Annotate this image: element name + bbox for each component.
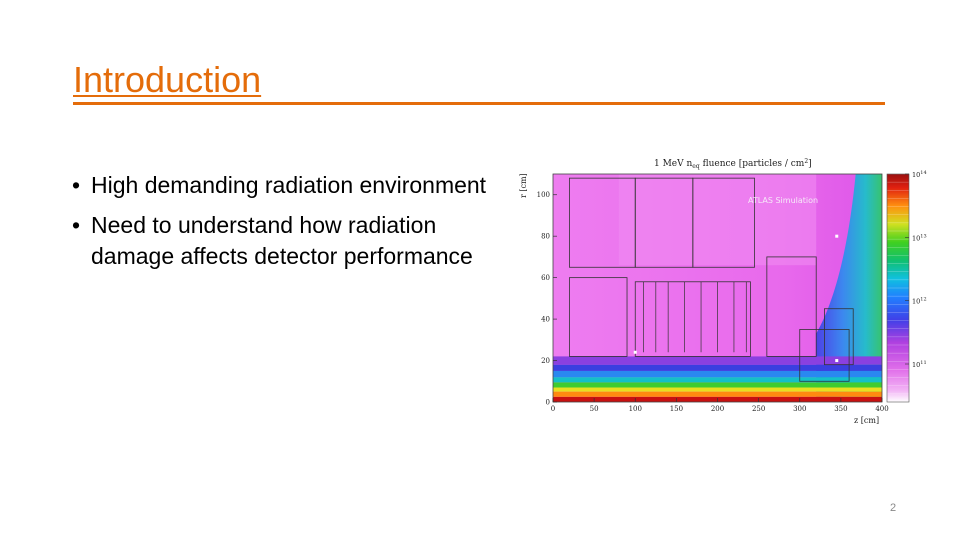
- detector-outline: [692, 177, 755, 268]
- slide-title-text: Introduction: [73, 59, 266, 100]
- bullet-item: Need to understand how radiation damage …: [72, 210, 502, 272]
- forward-high-fluence-region: [816, 174, 882, 402]
- fluence-band: [553, 382, 882, 388]
- heatmap-light-region: [618, 174, 817, 266]
- fluence-band: [553, 391, 882, 397]
- detector-outline: [799, 329, 850, 382]
- y-tick-label: 80: [541, 233, 550, 241]
- x-tick-label: 50: [590, 405, 599, 413]
- y-axis-label: r [cm]: [519, 173, 528, 198]
- colorbar-tick-label: 1011: [912, 360, 927, 369]
- x-tick-label: 100: [629, 405, 642, 413]
- x-tick-label: 200: [711, 405, 724, 413]
- detector-outline: [569, 277, 628, 357]
- x-tick-label: 150: [670, 405, 683, 413]
- figure-header: 1 MeV neq fluence [particles / cm2]: [654, 158, 812, 170]
- fluence-band: [553, 387, 882, 392]
- marker-point: [633, 350, 637, 354]
- detector-outline: [824, 308, 854, 366]
- y-tick-label: 20: [541, 357, 550, 365]
- y-tick-label: 40: [541, 316, 550, 324]
- y-tick-label: 0: [546, 399, 550, 407]
- slide-title: Introduction: [73, 58, 885, 105]
- fluence-band: [553, 356, 882, 365]
- page-number: 2: [889, 502, 897, 514]
- bullet-item: High demanding radiation environment: [72, 170, 502, 201]
- fluence-band: [553, 370, 882, 378]
- atlas-watermark: ATLAS Simulation: [748, 196, 818, 205]
- fluence-band: [553, 377, 882, 383]
- detector-outline: [634, 281, 751, 357]
- x-tick-label: 0: [551, 405, 555, 413]
- marker-point: [835, 234, 839, 238]
- bullet-list: High demanding radiation environment Nee…: [72, 170, 502, 281]
- detector-outline: [766, 256, 817, 357]
- colorbar-tick-label: 1012: [912, 297, 927, 306]
- colorbar-frame: [886, 173, 910, 403]
- x-tick-label: 350: [834, 405, 847, 413]
- x-axis-label: z [cm]: [854, 416, 879, 425]
- fluence-map-figure: 1014 1013 1012 1011 0 50 100 150 200 250 300 350 40…: [516, 152, 934, 427]
- x-tick-label: 250: [752, 405, 765, 413]
- y-tick-label: 100: [537, 191, 550, 199]
- fluence-band: [553, 364, 882, 371]
- y-tick-label: 60: [541, 274, 550, 282]
- marker-point: [835, 359, 839, 363]
- colorbar-tick-label: 1013: [912, 233, 927, 242]
- x-tick-label: 300: [793, 405, 806, 413]
- x-tick-label: 400: [875, 405, 888, 413]
- colorbar-tick-label: 1014: [912, 170, 927, 179]
